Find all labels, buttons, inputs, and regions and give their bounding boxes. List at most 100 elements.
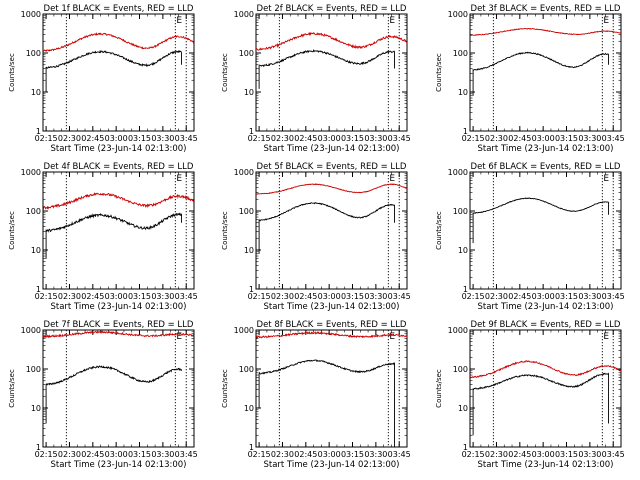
x-tick-label: 03:00: [105, 134, 128, 143]
chart-panel-7: Det 7f BLACK = Events, RED = LLD 1 10 100 10…: [8, 320, 198, 470]
x-tick-label: 03:15: [341, 450, 364, 459]
y-axis-label: Counts/sec: [8, 211, 16, 250]
series-line-lld: [42, 32, 195, 53]
plot-frame: [255, 171, 408, 290]
y-tick-label: 1000: [448, 10, 468, 19]
x-tick-label: 03:00: [318, 134, 341, 143]
y-tick-label: 1: [463, 443, 468, 452]
x-tick-label: 03:15: [555, 450, 578, 459]
x-tick-label: 02:15: [248, 450, 271, 459]
x-tick-label: 03:30: [578, 134, 601, 143]
chart-title: Det 8f BLACK = Events, RED = LLD: [257, 320, 407, 330]
y-tick-label: 1: [249, 127, 254, 136]
x-tick-label: 02:30: [271, 292, 294, 301]
x-tick-label: 03:30: [578, 450, 601, 459]
series-line-events: [472, 197, 609, 244]
chart-title: Det 2f BLACK = Events, RED = LLD: [257, 4, 407, 14]
y-tick-label: 100: [26, 207, 41, 216]
x-tick-label: 03:45: [175, 450, 198, 459]
x-tick-label: 02:15: [248, 292, 271, 301]
y-tick-label: 1: [463, 285, 468, 294]
time-marker-label: E: [603, 174, 609, 184]
y-tick-label: 1: [463, 127, 468, 136]
y-tick-label: 10: [244, 246, 254, 255]
y-tick-label: 1: [36, 127, 41, 136]
x-tick-label: 03:45: [602, 134, 625, 143]
y-tick-label: 1000: [448, 326, 468, 335]
x-tick-label: 03:15: [341, 134, 364, 143]
y-tick-label: 10: [458, 88, 468, 97]
chart-title: Det 5f BLACK = Events, RED = LLD: [257, 162, 407, 172]
time-marker-label: E: [176, 332, 182, 342]
y-tick-label: 10: [458, 246, 468, 255]
series-line-events: [258, 48, 395, 89]
x-tick-label: 03:30: [151, 450, 174, 459]
y-tick-label: 1000: [448, 168, 468, 177]
plot-frame: [469, 329, 622, 448]
x-axis-label: Start Time (23-Jun-14 02:13:00): [51, 144, 187, 154]
chart-panel-5: Det 5f BLACK = Events, RED = LLD 1 10 100 10…: [221, 162, 411, 312]
plot-frame: [255, 13, 408, 132]
x-tick-label: 02:45: [81, 134, 104, 143]
x-tick-label: 02:15: [248, 134, 271, 143]
x-axis-label: Start Time (23-Jun-14 02:13:00): [264, 460, 400, 470]
x-tick-label: 03:00: [105, 450, 128, 459]
x-tick-label: 03:15: [128, 292, 151, 301]
x-tick-label: 03:15: [555, 292, 578, 301]
x-tick-label: 02:30: [485, 450, 508, 459]
x-tick-label: 03:45: [175, 134, 198, 143]
time-marker-label: E: [603, 16, 609, 26]
x-tick-label: 02:30: [271, 450, 294, 459]
series-line-events: [45, 365, 182, 424]
y-tick-label: 1000: [234, 326, 254, 335]
y-axis-label: Counts/sec: [221, 369, 229, 408]
chart-title: Det 3f BLACK = Events, RED = LLD: [471, 4, 621, 14]
series-line-events: [258, 202, 395, 254]
x-tick-label: 03:15: [128, 450, 151, 459]
y-tick-label: 100: [26, 365, 41, 374]
x-tick-label: 02:30: [58, 134, 81, 143]
chart-title: Det 1f BLACK = Events, RED = LLD: [44, 4, 194, 14]
series-line-lld: [42, 330, 195, 339]
x-tick-label: 02:45: [508, 134, 531, 143]
x-tick-label: 03:00: [318, 292, 341, 301]
x-tick-label: 02:45: [294, 450, 317, 459]
x-tick-label: 02:15: [35, 292, 58, 301]
y-tick-label: 1000: [21, 10, 41, 19]
chart-panel-6: Det 6f BLACK = Events, RED = LLD 1 10 100 10…: [435, 162, 625, 312]
x-tick-label: 03:30: [151, 134, 174, 143]
y-tick-label: 10: [458, 404, 468, 413]
chart-panel-2: Det 2f BLACK = Events, RED = LLD 1 10 100 10…: [221, 4, 411, 154]
y-tick-label: 10: [244, 404, 254, 413]
chart-panel-4: Det 4f BLACK = Events, RED = LLD 1 10 100 10…: [8, 162, 198, 312]
x-tick-label: 03:00: [532, 292, 555, 301]
time-marker-label: E: [389, 16, 395, 26]
chart-title: Det 9f BLACK = Events, RED = LLD: [471, 320, 621, 330]
y-tick-label: 1: [36, 285, 41, 294]
y-axis-label: Counts/sec: [221, 211, 229, 250]
y-tick-label: 1000: [21, 168, 41, 177]
time-marker-label: E: [389, 174, 395, 184]
y-axis-label: Counts/sec: [8, 369, 16, 408]
x-axis-label: Start Time (23-Jun-14 02:13:00): [51, 302, 187, 312]
series-line-events: [45, 49, 182, 92]
y-tick-label: 10: [244, 88, 254, 97]
time-marker-label: E: [603, 332, 609, 342]
x-tick-label: 02:45: [81, 450, 104, 459]
plot-frame: [469, 171, 622, 290]
y-tick-label: 1: [249, 443, 254, 452]
y-tick-label: 1000: [234, 168, 254, 177]
chart-panel-3: Det 3f BLACK = Events, RED = LLD 1 10 100 10…: [435, 4, 625, 154]
x-tick-label: 03:45: [175, 292, 198, 301]
series-line-events: [258, 359, 395, 447]
x-tick-label: 02:15: [35, 134, 58, 143]
x-axis-label: Start Time (23-Jun-14 02:13:00): [51, 460, 187, 470]
y-tick-label: 100: [453, 365, 468, 374]
x-tick-label: 03:15: [341, 292, 364, 301]
y-axis-label: Counts/sec: [435, 53, 443, 92]
series-line-lld: [255, 330, 408, 339]
x-tick-label: 03:30: [578, 292, 601, 301]
series-line-lld: [255, 31, 408, 51]
